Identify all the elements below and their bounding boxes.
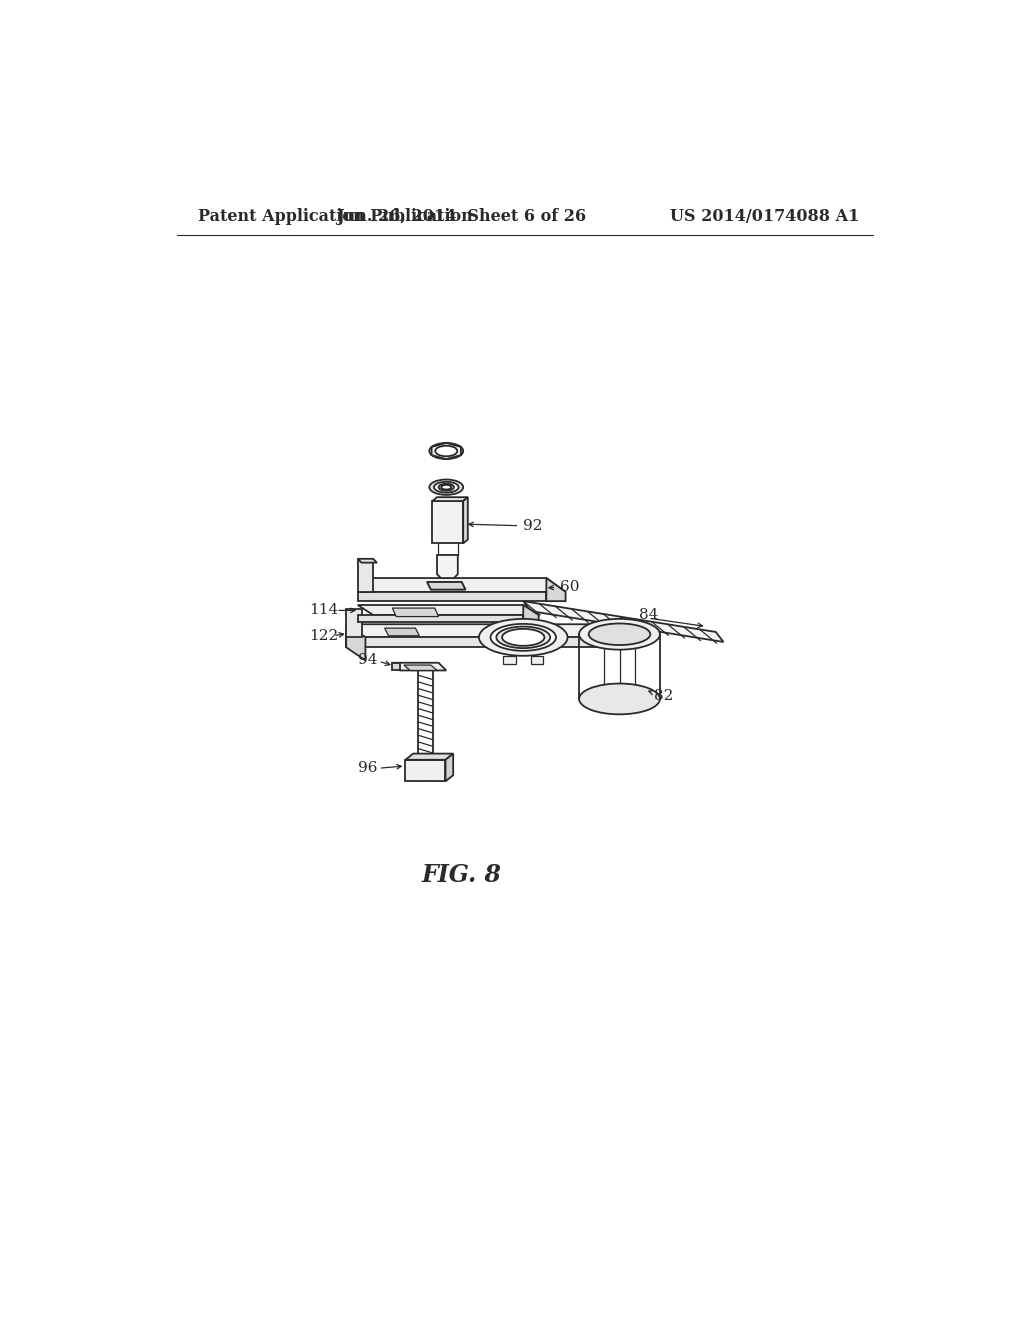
Polygon shape [432, 502, 463, 544]
Polygon shape [385, 628, 419, 636]
Polygon shape [437, 554, 458, 578]
Polygon shape [357, 558, 377, 562]
Polygon shape [346, 624, 366, 660]
Polygon shape [357, 615, 523, 622]
Polygon shape [357, 605, 539, 615]
Ellipse shape [429, 479, 463, 495]
Ellipse shape [497, 627, 550, 648]
Ellipse shape [438, 483, 454, 491]
Ellipse shape [502, 628, 545, 645]
Text: 114: 114 [309, 603, 339, 618]
Text: US 2014/0174088 A1: US 2014/0174088 A1 [670, 207, 859, 224]
Polygon shape [523, 601, 724, 642]
Text: 122: 122 [309, 628, 339, 643]
Polygon shape [463, 498, 468, 544]
Ellipse shape [441, 484, 452, 490]
Ellipse shape [435, 446, 458, 457]
Text: FIG. 8: FIG. 8 [422, 862, 502, 887]
Ellipse shape [580, 619, 659, 649]
Ellipse shape [429, 444, 463, 459]
Polygon shape [431, 444, 461, 459]
Polygon shape [392, 609, 438, 616]
Ellipse shape [580, 684, 659, 714]
Polygon shape [346, 624, 628, 638]
Text: 82: 82 [654, 689, 674, 702]
Polygon shape [392, 663, 446, 671]
Polygon shape [503, 656, 515, 664]
Polygon shape [427, 582, 466, 590]
Ellipse shape [490, 624, 556, 651]
Text: Jun. 26, 2014  Sheet 6 of 26: Jun. 26, 2014 Sheet 6 of 26 [337, 207, 587, 224]
Text: 96: 96 [357, 762, 377, 775]
Polygon shape [392, 663, 400, 671]
Ellipse shape [434, 482, 459, 492]
Polygon shape [357, 591, 547, 601]
Ellipse shape [589, 623, 650, 645]
Polygon shape [531, 656, 544, 664]
Polygon shape [523, 605, 539, 622]
Polygon shape [403, 665, 437, 671]
Polygon shape [346, 638, 608, 647]
Polygon shape [608, 624, 628, 647]
Polygon shape [547, 578, 565, 601]
Ellipse shape [479, 619, 567, 656]
Polygon shape [357, 558, 373, 591]
Polygon shape [346, 609, 361, 638]
Text: 94: 94 [357, 653, 377, 668]
Text: Patent Application Publication: Patent Application Publication [199, 207, 473, 224]
Polygon shape [357, 578, 565, 591]
Polygon shape [406, 754, 454, 760]
Text: 60: 60 [560, 581, 580, 594]
Polygon shape [432, 498, 468, 502]
Polygon shape [445, 754, 454, 781]
Text: 92: 92 [523, 519, 543, 533]
Polygon shape [406, 760, 445, 781]
Text: 84: 84 [639, 609, 658, 622]
